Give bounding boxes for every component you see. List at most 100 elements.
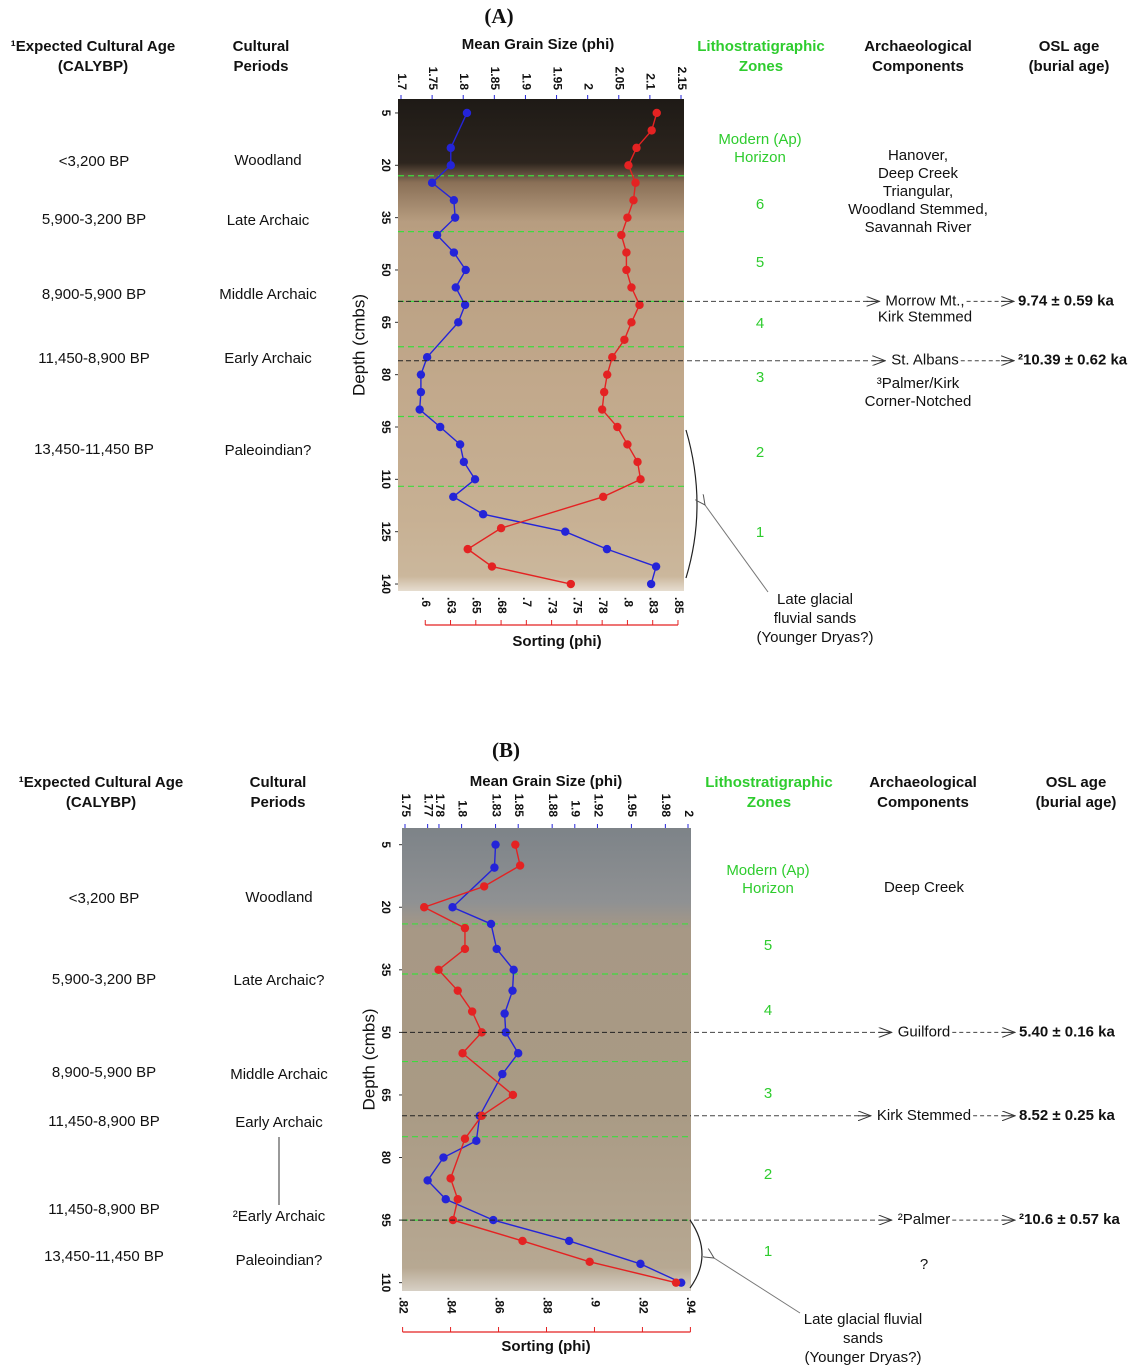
cultural-age: 11,450-8,900 BP <box>38 350 149 367</box>
x2-tick-label: .86 <box>492 1297 506 1314</box>
osl-age: ²10.39 ± 0.62 ka <box>1018 352 1128 369</box>
data-point <box>441 1195 450 1204</box>
data-point <box>448 903 457 912</box>
component: ? <box>920 1256 928 1273</box>
column-header: Archaeological <box>869 774 977 791</box>
cultural-period: Woodland <box>234 152 301 169</box>
data-point <box>561 527 570 536</box>
data-point <box>627 283 636 292</box>
data-point <box>486 919 496 929</box>
data-point <box>515 861 525 870</box>
data-point <box>415 405 424 414</box>
zone-label: Horizon <box>734 149 786 166</box>
column-header: OSL age <box>1046 774 1107 791</box>
legend-sorting: Sorting (phi) <box>501 1338 590 1355</box>
y-tick-label: 5 <box>379 841 393 848</box>
x2-tick-label: .6 <box>419 597 433 607</box>
data-point <box>511 840 520 849</box>
data-point <box>498 1069 507 1079</box>
x-tick-label: 1.95 <box>625 794 639 818</box>
data-point <box>631 178 640 187</box>
zone-label: Modern (Ap) <box>718 131 801 148</box>
y-tick-label: 140 <box>379 574 393 594</box>
data-point <box>564 1236 574 1246</box>
cultural-period: Paleoindian? <box>225 442 312 459</box>
note-pointer <box>705 505 769 593</box>
data-point <box>416 370 426 379</box>
y-tick-label: 50 <box>379 1026 393 1040</box>
data-point <box>470 475 480 484</box>
x-tick-label: 1.85 <box>488 67 502 91</box>
component: Deep Creek <box>878 165 959 182</box>
data-point <box>460 1134 470 1143</box>
column-header: ¹Expected Cultural Age <box>19 774 183 791</box>
data-point <box>423 1176 432 1185</box>
x-tick-label: 1.83 <box>489 794 503 818</box>
data-point <box>460 944 470 954</box>
data-point <box>671 1278 681 1287</box>
legend-sorting: Sorting (phi) <box>512 633 601 650</box>
data-point <box>496 523 506 533</box>
data-point <box>598 492 608 501</box>
data-point <box>597 405 607 414</box>
data-point <box>518 1236 527 1246</box>
data-point <box>635 300 644 310</box>
data-point <box>434 965 443 975</box>
cultural-period: Woodland <box>245 889 312 906</box>
x2-tick-label: .82 <box>396 1297 410 1314</box>
data-point <box>463 544 472 554</box>
soil-photo <box>402 828 691 1291</box>
x2-tick-label: .94 <box>684 1297 698 1314</box>
y-tick-label: 80 <box>379 1151 393 1165</box>
zone-label: 4 <box>756 315 764 332</box>
data-point <box>617 230 626 240</box>
data-point <box>632 143 641 153</box>
component: Triangular, <box>883 183 953 200</box>
x2-tick-label: .65 <box>470 597 484 614</box>
data-point <box>636 475 645 484</box>
y-tick-label: 95 <box>379 420 393 434</box>
osl-age: 9.74 ± 0.59 ka <box>1018 292 1114 309</box>
cultural-age: 13,450-11,450 BP <box>34 441 154 458</box>
column-header: ¹Expected Cultural Age <box>11 38 175 55</box>
cultural-age: 11,450-8,900 BP <box>48 1113 159 1130</box>
data-point <box>585 1257 594 1267</box>
x-tick-label: 1.75 <box>426 67 440 91</box>
data-point <box>479 882 489 891</box>
y-tick-label: 110 <box>379 1273 393 1293</box>
osl-component: Guilford <box>898 1023 951 1040</box>
cultural-age: <3,200 BP <box>69 890 139 907</box>
cultural-age: 5,900-3,200 BP <box>42 211 146 228</box>
data-point <box>446 1174 455 1183</box>
y-axis-label: Depth (cmbs) <box>349 294 368 396</box>
column-header: (CALYBP) <box>66 794 136 811</box>
legend-grain-size: Mean Grain Size (phi) <box>470 773 623 790</box>
column-header: (burial age) <box>1036 794 1117 811</box>
data-point <box>623 440 632 449</box>
data-point <box>490 863 499 872</box>
x-tick-label: 1.92 <box>591 794 605 818</box>
component: Woodland Stemmed, <box>848 201 988 218</box>
x-tick-label: 1.8 <box>457 73 471 90</box>
column-header: (burial age) <box>1029 58 1110 75</box>
y-tick-label: 20 <box>379 901 393 915</box>
y-tick-label: 35 <box>379 963 393 977</box>
zone-label: 3 <box>764 1085 772 1102</box>
cultural-age: 8,900-5,900 BP <box>52 1064 156 1081</box>
data-point <box>454 318 463 327</box>
y-tick-label: 125 <box>379 522 393 542</box>
data-point <box>599 387 609 397</box>
data-point <box>455 440 465 449</box>
cultural-period: Early Archaic <box>235 1114 323 1131</box>
osl-age: ²10.6 ± 0.57 ka <box>1019 1211 1120 1228</box>
cultural-age: 5,900-3,200 BP <box>52 971 156 988</box>
data-point <box>623 213 632 222</box>
column-header: (CALYBP) <box>58 58 128 75</box>
data-point <box>467 1007 477 1016</box>
osl-age: 5.40 ± 0.16 ka <box>1019 1023 1115 1040</box>
osl-component: St. Albans <box>891 352 959 369</box>
y-tick-label: 35 <box>379 211 393 225</box>
legend-grain-size: Mean Grain Size (phi) <box>462 36 615 53</box>
column-header: Periods <box>250 794 305 811</box>
data-point <box>509 965 518 975</box>
